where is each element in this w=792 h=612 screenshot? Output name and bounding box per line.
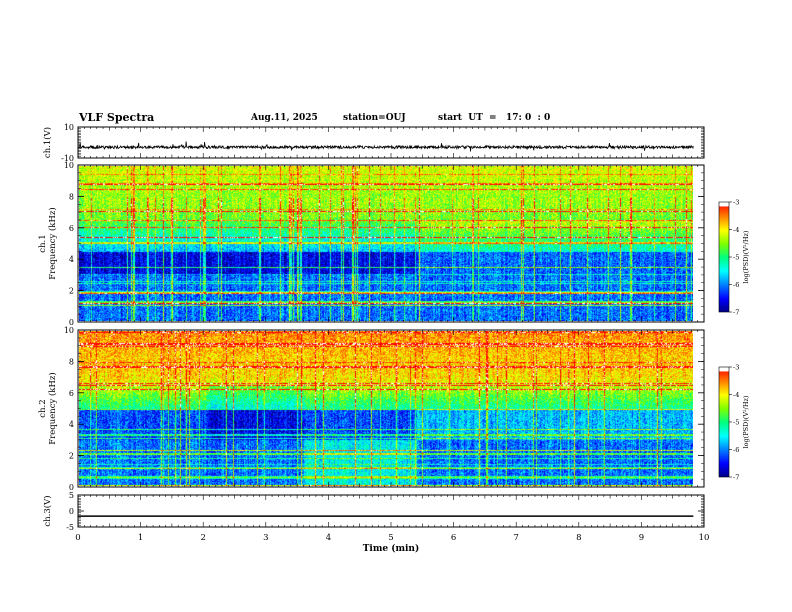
start-time-label: start UT = 17: 0 : 0 xyxy=(438,113,551,123)
ch1-spectrogram-ytick-label: 4 xyxy=(69,255,74,264)
colorbar-tick-label: -4 xyxy=(733,226,739,234)
colorbar-tick-label: -7 xyxy=(733,309,739,317)
x-tick-label: 1 xyxy=(138,533,143,543)
ch2-spec-ylabel-1: ch.2 xyxy=(38,399,48,417)
ch2-spectrogram-ytick-label: 6 xyxy=(69,389,74,398)
colorbar-label: log(PSD)(V²/Hz) xyxy=(742,230,750,283)
ch1-waveform-ytick-label: -10 xyxy=(61,154,74,163)
x-tick-label: 3 xyxy=(263,533,268,543)
x-tick-label: 6 xyxy=(451,533,456,543)
plot-title: VLF Spectra xyxy=(79,111,155,124)
ch1-spectrogram-image xyxy=(79,166,693,321)
colorbar-tick-label: -6 xyxy=(733,446,739,454)
ch1-spectrogram-ytick-label: 2 xyxy=(69,287,74,296)
x-tick-label: 8 xyxy=(576,533,581,543)
ch2-spectrogram-ytick-label: 8 xyxy=(69,357,74,366)
ch1-ylabel: ch.1(V) xyxy=(42,127,53,158)
ch2-spectrogram-ytick-label: 10 xyxy=(64,326,74,335)
x-tick-label: 10 xyxy=(699,533,710,543)
colorbar-tick-label: -7 xyxy=(733,474,739,482)
ch2-spectrogram-ytick-label: 2 xyxy=(69,452,74,461)
ch3-ylabel: ch.3(V) xyxy=(42,495,53,526)
x-axis-label: Time (min) xyxy=(363,543,420,554)
ch1-spectrogram-ytick-label: 8 xyxy=(69,192,74,201)
colorbar-tick-label: -5 xyxy=(733,254,739,262)
x-tick-label: 0 xyxy=(75,533,80,543)
ch2-spectrogram-image xyxy=(79,331,693,486)
ch3-waveform-ytick-label: -5 xyxy=(66,523,74,532)
ch1-spec-ylabel-2: Frequency (kHz) xyxy=(47,207,58,279)
colorbar-tick-label: -3 xyxy=(733,199,739,207)
x-tick-label: 7 xyxy=(513,533,518,543)
ch2-spectrogram-ytick-label: 0 xyxy=(69,483,74,492)
ch3-waveform-ytick-label: 0 xyxy=(69,507,74,516)
ch1-spectrogram-ytick-label: 6 xyxy=(69,224,74,233)
colorbar-2 xyxy=(719,367,729,477)
colorbar-tick-label: -5 xyxy=(733,419,739,427)
station-label: station=OUJ xyxy=(343,113,406,123)
ch1-spectrogram-ytick-label: 0 xyxy=(69,318,74,327)
colorbar-tick-label: -3 xyxy=(733,364,739,372)
colorbar-tick-label: -4 xyxy=(733,391,739,399)
ch2-spec-ylabel-2: Frequency (kHz) xyxy=(47,372,58,444)
x-tick-label: 5 xyxy=(388,533,393,543)
colorbar-tick-label: -6 xyxy=(733,281,739,289)
ch1-spec-ylabel-1: ch.1 xyxy=(38,234,48,252)
ch1-waveform-ytick-label: 10 xyxy=(64,123,74,132)
ch1-spectrogram-ytick-label: 10 xyxy=(64,161,74,170)
x-tick-label: 9 xyxy=(639,533,644,543)
x-tick-label: 2 xyxy=(200,533,205,543)
colorbar-label: log(PSD)(V²/Hz) xyxy=(742,395,750,448)
ch1-waveform-trace xyxy=(77,141,694,152)
x-tick-label: 4 xyxy=(326,533,331,543)
date-label: Aug.11, 2025 xyxy=(251,113,318,123)
ch2-spectrogram-ytick-label: 4 xyxy=(69,420,74,429)
ch3-waveform-ytick-label: 5 xyxy=(69,491,74,500)
colorbar-1 xyxy=(719,202,729,312)
